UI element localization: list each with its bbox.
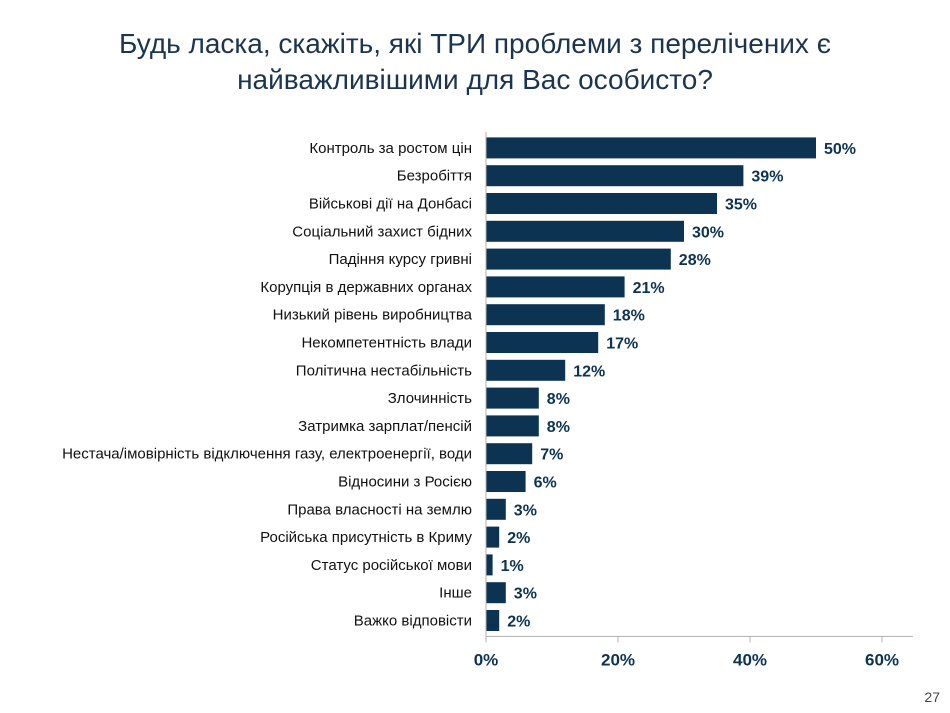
bar (486, 359, 566, 381)
value-label: 17% (606, 336, 638, 353)
x-tick-label: 20% (601, 650, 635, 669)
bar (486, 165, 744, 187)
bar (486, 193, 717, 214)
bar (486, 220, 684, 242)
value-label: 50% (824, 141, 856, 158)
value-label: 2% (507, 530, 530, 547)
bar (486, 137, 816, 159)
category-label: Соціальний захист бідних (292, 223, 472, 240)
category-label: Російська присутність в Криму (260, 529, 472, 546)
category-label: Падіння курсу гривні (329, 251, 472, 268)
page-number: 27 (924, 689, 940, 705)
bar (486, 443, 533, 465)
bar (486, 582, 506, 604)
value-label: 3% (514, 502, 537, 519)
value-label: 7% (540, 447, 563, 464)
category-label: Важко відповісти (354, 613, 472, 630)
x-tick-label: 60% (865, 650, 899, 669)
bars-layer: Контроль за ростом цін 50% Безробіття 39% Ві… (62, 137, 856, 631)
value-label: 6% (534, 475, 557, 492)
value-label: 28% (679, 252, 711, 269)
value-label: 35% (725, 197, 757, 214)
bar (486, 387, 539, 409)
axis-layer: 0% 20% 40% 60% (474, 132, 913, 669)
category-label: Затримка зарплат/пенсій (298, 418, 472, 435)
category-label: Безробіття (397, 168, 472, 185)
category-label: Некомпетентність влади (301, 335, 472, 352)
value-label: 12% (573, 363, 605, 380)
bar (486, 526, 500, 548)
bar (486, 248, 671, 270)
category-label: Відносини з Росією (338, 474, 472, 491)
bar (486, 276, 625, 298)
category-label: Низький рівень виробництва (273, 307, 473, 324)
category-label: Нестача/імовірність відключення газу, ел… (62, 446, 472, 463)
x-tick-label: 0% (474, 650, 499, 669)
value-label: 2% (507, 614, 530, 631)
bar (486, 554, 493, 576)
category-label: Права власності на землю (287, 501, 472, 518)
x-tick-label: 40% (733, 650, 767, 669)
value-label: 18% (613, 308, 645, 325)
category-label: Статус російської мови (311, 557, 472, 574)
slide-title: Будь ласка, скажіть, які ТРИ проблеми з … (118, 28, 832, 95)
value-label: 8% (547, 419, 570, 436)
category-label: Корупція в державних органах (260, 279, 472, 296)
category-label: Політична нестабільність (296, 362, 472, 379)
bar (486, 610, 500, 631)
category-label: Злочинність (388, 390, 472, 407)
value-label: 1% (501, 558, 524, 575)
bar (486, 332, 599, 353)
value-label: 30% (692, 224, 724, 241)
category-label: Військові дії на Донбасі (309, 196, 472, 213)
category-label: Контроль за ростом цін (309, 140, 472, 157)
value-label: 39% (751, 169, 783, 186)
category-label: Інше (439, 585, 472, 602)
bar (486, 498, 506, 520)
value-label: 8% (547, 391, 570, 408)
bar (486, 471, 526, 492)
value-label: 21% (633, 280, 665, 297)
bar (486, 304, 605, 326)
value-label: 3% (514, 586, 537, 603)
bar (486, 415, 539, 437)
